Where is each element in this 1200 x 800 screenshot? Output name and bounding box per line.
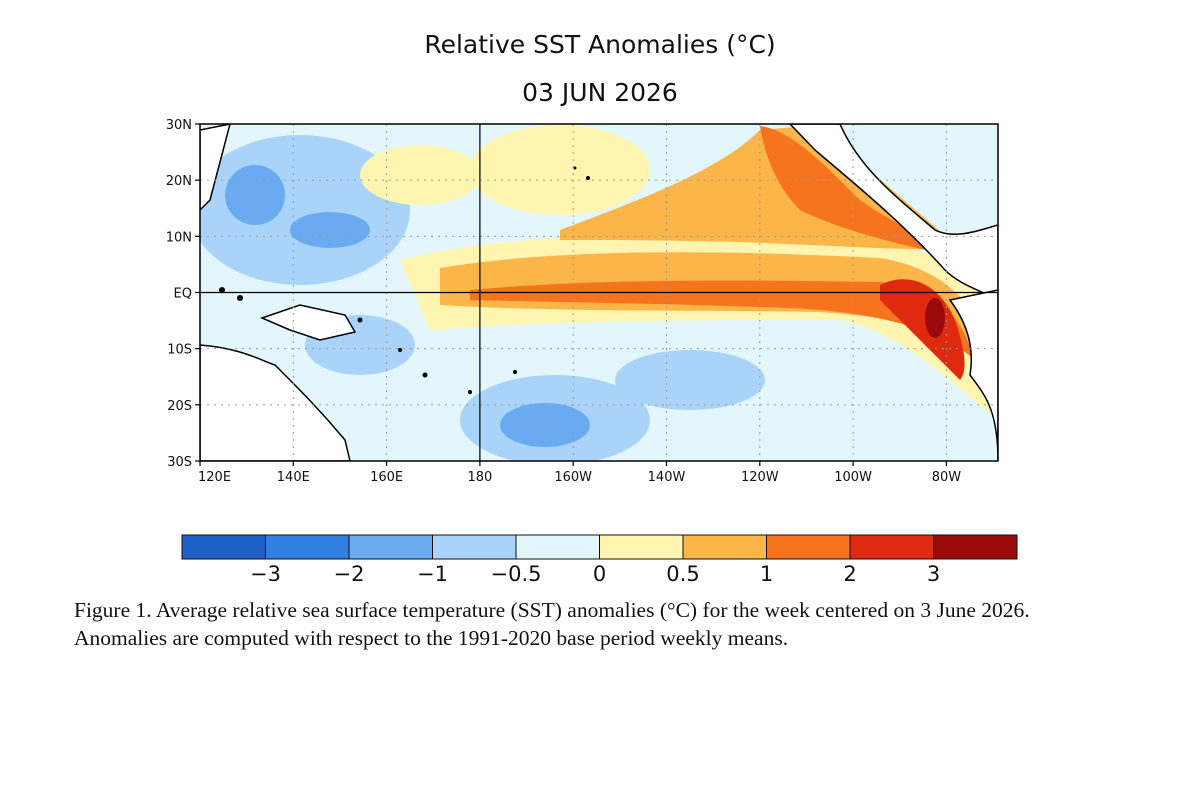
y-tick-label: 20S: [167, 399, 192, 414]
y-tick-label: 30S: [167, 455, 192, 470]
colorbar-tick-label: 0.5: [666, 562, 700, 586]
warm-anomaly-e: [880, 279, 965, 380]
colorbar: [181, 534, 1018, 560]
colorbar-tick-label: −1: [417, 562, 448, 586]
colorbar-swatch: [766, 534, 851, 560]
land-new-guinea: [259, 304, 357, 341]
island: [468, 390, 472, 394]
colorbar-tick-label: 0: [592, 562, 607, 586]
x-tick-label: 160W: [554, 470, 592, 485]
x-tick-label: 120W: [741, 470, 779, 485]
y-tick-label: 30N: [166, 118, 192, 133]
x-tick-label: 120E: [198, 470, 231, 485]
cool-anomaly-nw-core-2: [290, 212, 370, 248]
colorbar-tick-label: −0.5: [490, 562, 542, 586]
y-tick-label: 10S: [167, 343, 192, 358]
x-tick-label: 160E: [370, 470, 403, 485]
y-tick-label: 20N: [166, 174, 192, 189]
x-tick-label: 140E: [277, 470, 310, 485]
island: [513, 370, 517, 374]
island: [237, 295, 243, 301]
colorbar-tick-label: −3: [250, 562, 281, 586]
map-title: Relative SST Anomalies (°C): [424, 30, 776, 59]
x-tick-label: 140W: [648, 470, 686, 485]
x-tick-label: 80W: [932, 470, 962, 485]
colorbar-tick-label: 3: [926, 562, 941, 586]
y-tick-label: EQ: [174, 287, 192, 302]
colorbar-swatch: [599, 534, 684, 560]
warm-anomaly-ne-core: [760, 126, 950, 255]
colorbar-tick-label: 1: [759, 562, 774, 586]
island: [357, 317, 363, 323]
map-date: 03 JUN 2026: [522, 78, 678, 107]
cool-anomaly-nw-core: [225, 165, 285, 225]
island: [398, 348, 402, 352]
warm-anomaly-n: [360, 145, 480, 205]
colorbar-swatch: [515, 534, 600, 560]
x-tick-label: 180: [467, 470, 492, 485]
land-australia: [200, 344, 351, 461]
x-tick-label: 100W: [834, 470, 872, 485]
cool-anomaly-s-core: [500, 403, 590, 447]
colorbar-swatch: [682, 534, 767, 560]
figure-caption: Figure 1. Average relative sea surface t…: [74, 598, 1030, 650]
colorbar-swatch: [849, 534, 934, 560]
colorbar-swatch: [265, 534, 350, 560]
colorbar-tick-label: −2: [333, 562, 365, 586]
colorbar-swatch: [348, 534, 433, 560]
warm-anomaly-tongue-core: [470, 280, 975, 360]
map-ticks: 30N 20N 10N EQ 10S 20S 30S 120E 140E 160E 180 160W 1…: [166, 118, 962, 485]
colorbar-swatch: [181, 534, 266, 560]
warm-anomaly-e-peak: [925, 298, 945, 338]
island: [422, 372, 428, 378]
warm-anomaly-nc: [470, 125, 650, 215]
cool-anomaly-sc: [615, 350, 765, 410]
island: [219, 287, 225, 293]
land-central-america: [788, 124, 998, 301]
island: [573, 166, 577, 170]
land-asia: [200, 124, 231, 212]
colorbar-swatch: [432, 534, 517, 560]
colorbar-swatch: [933, 534, 1018, 560]
island: [586, 176, 590, 180]
colorbar-tick-label: 2: [843, 562, 857, 586]
map-field: [200, 124, 998, 461]
y-tick-label: 10N: [166, 230, 192, 245]
